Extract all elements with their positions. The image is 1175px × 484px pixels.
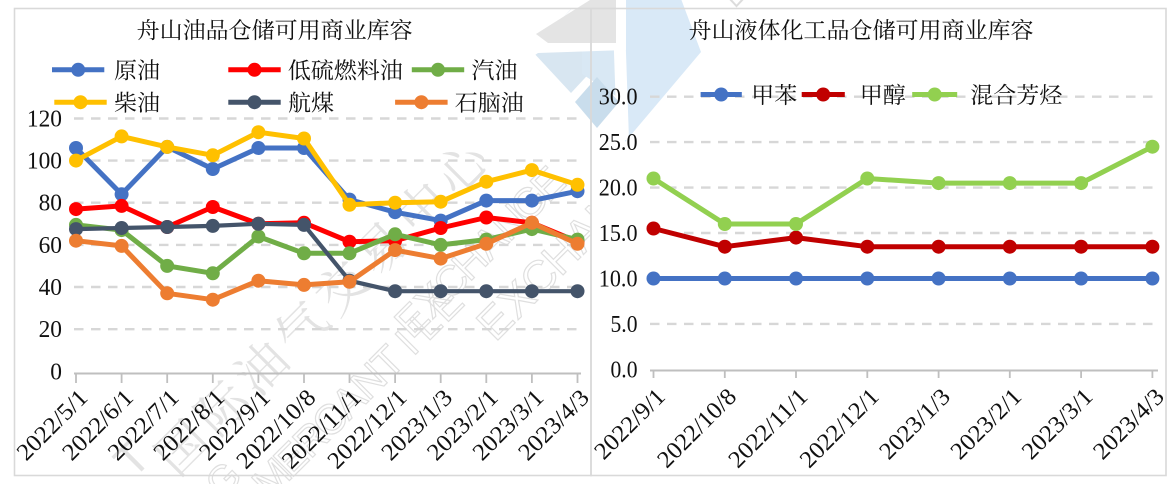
svg-text:0.0: 0.0 [611,357,638,383]
svg-text:10.0: 10.0 [599,267,638,293]
svg-text:25.0: 25.0 [599,130,638,156]
svg-text:20: 20 [39,317,62,343]
svg-text:120: 120 [27,107,62,133]
svg-text:80: 80 [39,191,62,217]
svg-text:30.0: 30.0 [599,85,638,111]
svg-text:15.0: 15.0 [599,221,638,247]
svg-text:40: 40 [39,275,62,301]
svg-text:0: 0 [50,359,62,385]
svg-text:100: 100 [27,149,62,175]
svg-text:60: 60 [39,233,62,259]
svg-text:5.0: 5.0 [611,312,638,338]
svg-text:20.0: 20.0 [599,176,638,202]
